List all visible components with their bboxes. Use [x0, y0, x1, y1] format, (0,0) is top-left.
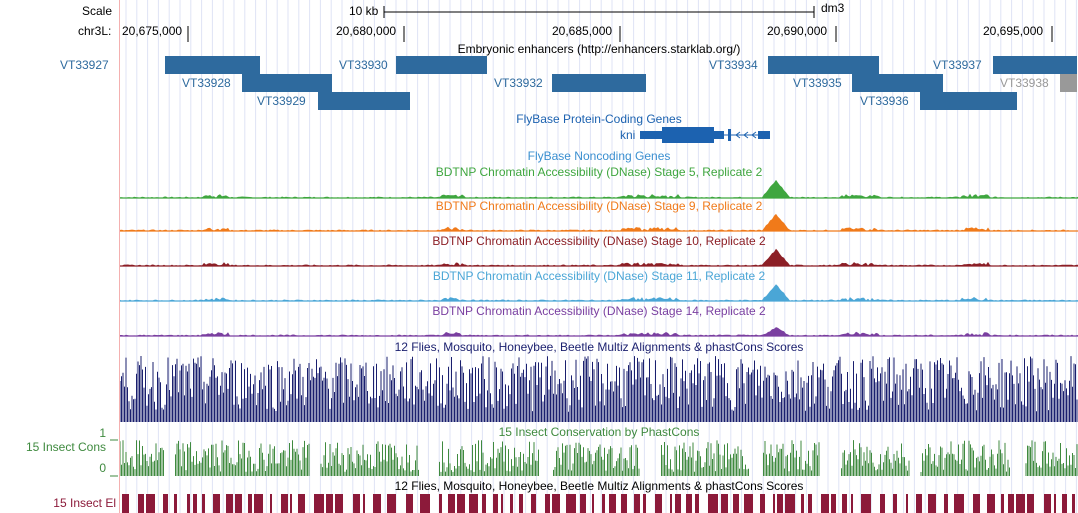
- dnase-stage11-title[interactable]: BDTNP Chromatin Accessibility (DNase) St…: [432, 269, 766, 283]
- enhancer-label[interactable]: VT33929: [257, 94, 306, 108]
- cons-track-title[interactable]: 15 Insect Conservation by PhastCons: [498, 425, 700, 439]
- ruler-position: 20,675,000: [122, 24, 183, 38]
- dnase-stage11-signal[interactable]: [120, 281, 1078, 303]
- dnase-stage14-signal[interactable]: [120, 316, 1078, 338]
- enhancer-feature[interactable]: [993, 56, 1077, 74]
- label-divider: [119, 0, 120, 513]
- dnase-stage14-title[interactable]: BDTNP Chromatin Accessibility (DNase) St…: [432, 304, 766, 318]
- enhancer-label[interactable]: VT33927: [60, 58, 109, 72]
- enhancer-feature[interactable]: [318, 92, 410, 110]
- enhancer-feature[interactable]: [920, 92, 1017, 110]
- ruler-position: 20,685,000: [552, 24, 613, 38]
- assembly-label: dm3: [821, 1, 845, 15]
- gene-label[interactable]: kni: [620, 128, 636, 142]
- dnase-stage9-title[interactable]: BDTNP Chromatin Accessibility (DNase) St…: [435, 199, 763, 213]
- multiz-conservation-signal[interactable]: [120, 354, 1078, 424]
- enhancer-label[interactable]: VT33936: [860, 94, 909, 108]
- elements-track-title[interactable]: 12 Flies, Mosquito, Honeybee, Beetle Mul…: [394, 479, 804, 493]
- ruler-position: 20,680,000: [336, 24, 397, 38]
- ruler-position: 20,690,000: [767, 24, 828, 38]
- enhancer-feature[interactable]: [165, 56, 260, 74]
- scale-bar: [383, 6, 815, 18]
- enhancer-feature[interactable]: [852, 74, 943, 92]
- enhancer-label[interactable]: VT33934: [709, 58, 758, 72]
- enhancer-feature[interactable]: [242, 74, 332, 92]
- cons-axis-ticks: [110, 439, 118, 477]
- cons-signal[interactable]: [120, 438, 1078, 478]
- cons-left-label[interactable]: 15 Insect Cons: [25, 440, 106, 454]
- enhancer-label[interactable]: VT33937: [933, 58, 982, 72]
- enhancer-feature[interactable]: [768, 56, 879, 74]
- noncoding-track-title[interactable]: FlyBase Noncoding Genes: [527, 149, 671, 163]
- gene-model-kni[interactable]: [630, 124, 780, 146]
- dnase-stage9-signal[interactable]: [120, 211, 1078, 233]
- ruler-ticks: [187, 26, 1053, 42]
- scale-value: 10 kb: [349, 4, 379, 18]
- enhancer-label[interactable]: VT33938: [1000, 76, 1049, 90]
- elements-signal[interactable]: [120, 494, 1078, 513]
- enhancer-label[interactable]: VT33932: [494, 76, 543, 90]
- cons-ymin-label: 0: [99, 461, 106, 475]
- multiz-track-title[interactable]: 12 Flies, Mosquito, Honeybee, Beetle Mul…: [394, 340, 804, 354]
- enhancers-track-title[interactable]: Embryonic enhancers (http://enhancers.st…: [457, 42, 741, 56]
- enhancer-label[interactable]: VT33930: [339, 58, 388, 72]
- dnase-stage10-title[interactable]: BDTNP Chromatin Accessibility (DNase) St…: [432, 234, 766, 248]
- ruler-position: 20,695,000: [983, 24, 1044, 38]
- enhancer-feature[interactable]: [1060, 74, 1077, 92]
- enhancer-feature[interactable]: [396, 56, 487, 74]
- dnase-stage5-title[interactable]: BDTNP Chromatin Accessibility (DNase) St…: [435, 165, 763, 179]
- protein-coding-track-title[interactable]: FlyBase Protein-Coding Genes: [516, 112, 682, 126]
- enhancer-label[interactable]: VT33928: [182, 76, 231, 90]
- scale-label: Scale: [82, 4, 113, 18]
- enhancer-feature[interactable]: [552, 74, 646, 92]
- chrom-label: chr3L:: [78, 24, 112, 38]
- elements-left-label[interactable]: 15 Insect El: [53, 496, 116, 510]
- cons-ymax-label: 1: [99, 426, 106, 440]
- enhancer-label[interactable]: VT33935: [793, 76, 842, 90]
- dnase-stage5-signal[interactable]: [120, 178, 1078, 200]
- dnase-stage10-signal[interactable]: [120, 246, 1078, 268]
